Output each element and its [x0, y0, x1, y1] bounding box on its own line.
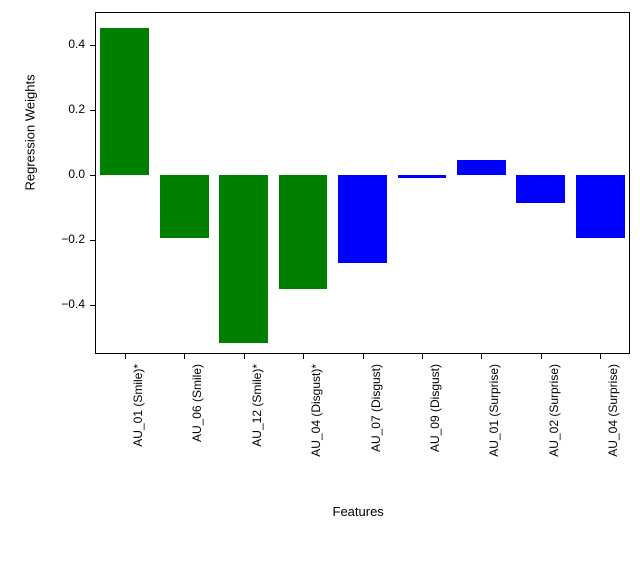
bar	[516, 175, 565, 203]
ytick-mark	[90, 45, 95, 46]
xtick-mark	[244, 354, 245, 359]
xtick-mark	[184, 354, 185, 359]
ytick-mark	[90, 110, 95, 111]
xtick-mark	[125, 354, 126, 359]
ytick-label: 0.4	[45, 37, 85, 51]
bar	[219, 175, 268, 343]
xtick-label: AU_01 (Smile)*	[131, 364, 145, 504]
y-axis-label: Regression Weights	[23, 171, 38, 191]
chart-figure: Regression Weights Features −0.4 −0.2 0.0 0…	[0, 0, 640, 568]
ytick-mark	[90, 175, 95, 176]
bar	[279, 175, 328, 289]
xtick-label: AU_09 (Disgust)	[428, 364, 442, 504]
xtick-mark	[481, 354, 482, 359]
xtick-label: AU_07 (Disgust)	[369, 364, 383, 504]
xtick-mark	[600, 354, 601, 359]
bar	[576, 175, 625, 239]
x-axis-label: Features	[333, 504, 384, 519]
xtick-label: AU_02 (Surprise)	[547, 364, 561, 504]
bar	[160, 175, 209, 239]
bar	[338, 175, 387, 263]
xtick-mark	[363, 354, 364, 359]
ytick-label: 0.0	[45, 167, 85, 181]
bar	[457, 160, 506, 175]
ytick-mark	[90, 305, 95, 306]
ytick-label: −0.4	[45, 297, 85, 311]
ytick-label: 0.2	[45, 102, 85, 116]
xtick-mark	[422, 354, 423, 359]
bar	[398, 175, 447, 178]
xtick-label: AU_04 (Surprise)	[606, 364, 620, 504]
xtick-label: AU_12 (Smile)*	[250, 364, 264, 504]
bar	[100, 28, 149, 175]
ytick-mark	[90, 240, 95, 241]
xtick-mark	[541, 354, 542, 359]
ytick-label: −0.2	[45, 232, 85, 246]
xtick-mark	[303, 354, 304, 359]
xtick-label: AU_06 (Smile)	[190, 364, 204, 504]
xtick-label: AU_04 (Disgust)*	[309, 364, 323, 504]
xtick-label: AU_01 (Surprise)	[487, 364, 501, 504]
